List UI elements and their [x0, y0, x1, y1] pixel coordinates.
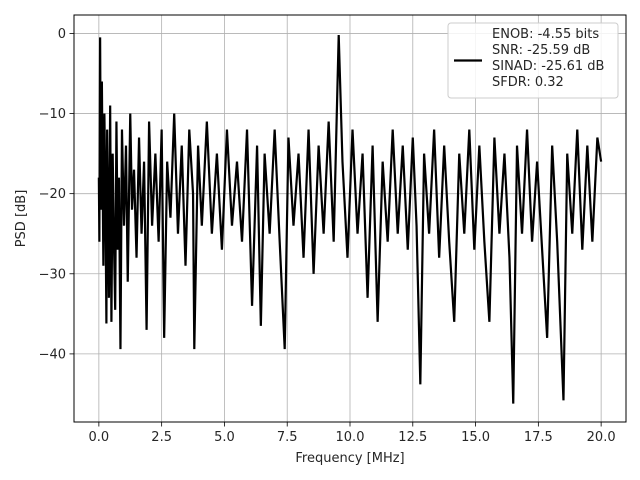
legend-entry: SINAD: -25.61 dB: [492, 59, 604, 74]
y-tick-label: −40: [39, 347, 66, 362]
y-tick-label: −30: [39, 267, 66, 282]
legend-entry: SNR: -25.59 dB: [492, 43, 590, 58]
y-tick-label: 0: [58, 27, 66, 42]
x-tick-label: 17.5: [524, 430, 553, 445]
x-tick-label: 0.0: [89, 430, 110, 445]
legend-entry: ENOB: -4.55 bits: [492, 27, 599, 42]
y-tick-label: −20: [39, 187, 66, 202]
psd-series-line: [97, 34, 603, 404]
x-tick-label: 20.0: [587, 430, 616, 445]
axis-ticks: 0.0 2.5 5.0 7.5 10.0 12.5 15.0 17.5 20.0 0 −10 −20 −…: [39, 27, 616, 445]
x-tick-label: 15.0: [461, 430, 490, 445]
x-tick-label: 12.5: [398, 430, 427, 445]
x-tick-label: 7.5: [277, 430, 298, 445]
legend-entry: SFDR: 0.32: [492, 75, 564, 90]
x-tick-label: 5.0: [214, 430, 235, 445]
legend-box: [447, 22, 619, 99]
y-tick-label: −10: [39, 107, 66, 122]
x-tick-label: 10.0: [336, 430, 365, 445]
y-axis-label: PSD [dB]: [14, 190, 29, 248]
x-tick-label: 2.5: [151, 430, 172, 445]
series-group: [97, 34, 603, 404]
x-axis-label: Frequency [MHz]: [295, 451, 404, 466]
